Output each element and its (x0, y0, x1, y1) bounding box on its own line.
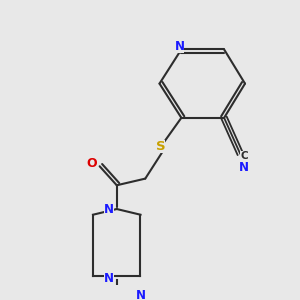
Text: C: C (240, 151, 248, 161)
Text: N: N (239, 161, 249, 174)
Text: N: N (175, 40, 184, 53)
Text: S: S (156, 140, 165, 153)
Text: N: N (136, 289, 146, 300)
Text: O: O (87, 157, 98, 170)
Text: N: N (104, 272, 114, 285)
Text: N: N (104, 202, 114, 215)
